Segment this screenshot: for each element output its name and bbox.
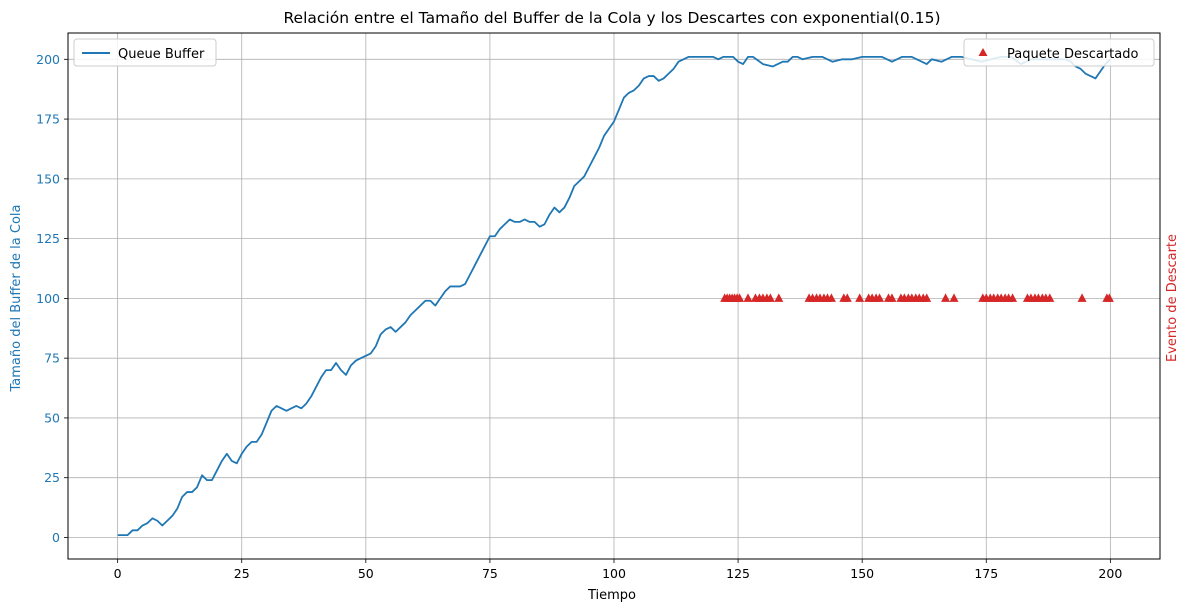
drop-marker <box>949 293 959 302</box>
drop-marker <box>743 293 753 302</box>
y-tick-label: 50 <box>44 410 60 425</box>
x-tick-label: 175 <box>974 566 998 581</box>
drop-marker <box>941 293 951 302</box>
drop-marker <box>855 293 865 302</box>
x-tick-label: 75 <box>482 566 498 581</box>
y-tick-label: 100 <box>36 291 60 306</box>
drop-marker <box>1104 293 1114 302</box>
legend-drops-swatch <box>978 48 988 56</box>
drop-marker <box>735 293 745 302</box>
drop-marker <box>765 293 775 302</box>
y-tick-label: 175 <box>36 112 60 127</box>
x-tick-label: 125 <box>726 566 750 581</box>
plot-area <box>117 56 1114 536</box>
y-axis-label: Tamaño del Buffer de la Cola <box>9 205 24 393</box>
legend-buffer: Queue Buffer <box>73 38 217 67</box>
x-tick-label: 200 <box>1098 566 1122 581</box>
y-tick-label: 75 <box>44 351 60 366</box>
y-tick-label: 25 <box>44 470 60 485</box>
legend-drops-label: Paquete Descartado <box>1007 47 1138 62</box>
y-tick-label: 150 <box>36 171 60 186</box>
y-axis-ticks: 0 25 50 75 100 125 150 175 200 <box>36 52 68 545</box>
x-tick-label: 150 <box>850 566 874 581</box>
x-tick-label: 100 <box>602 566 626 581</box>
legend-buffer-label: Queue Buffer <box>118 47 205 62</box>
drop-marker <box>1077 293 1087 302</box>
drop-marker <box>1045 293 1055 302</box>
series-line-queue-buffer <box>117 56 1111 536</box>
x-axis-ticks: 0 25 50 75 100 125 150 175 200 <box>114 559 1122 581</box>
x-tick-label: 50 <box>358 566 374 581</box>
y-axis-right-label: Evento de Descarte <box>1165 234 1180 362</box>
drop-marker <box>922 293 932 302</box>
grid <box>68 33 1160 559</box>
legend-drops: Paquete Descartado <box>963 38 1155 67</box>
y-tick-label: 0 <box>52 530 60 545</box>
x-axis-label: Tiempo <box>587 588 636 603</box>
drop-marker <box>887 293 897 302</box>
drop-marker <box>1008 293 1018 302</box>
drop-marker <box>875 293 885 302</box>
drop-marker <box>826 293 836 302</box>
y-tick-label: 125 <box>36 231 60 246</box>
drop-marker <box>842 293 852 302</box>
drop-marker <box>774 293 784 302</box>
chart-title: Relación entre el Tamaño del Buffer de l… <box>283 9 940 27</box>
y-tick-label: 200 <box>36 52 60 67</box>
x-tick-label: 0 <box>114 566 122 581</box>
x-tick-label: 25 <box>234 566 250 581</box>
